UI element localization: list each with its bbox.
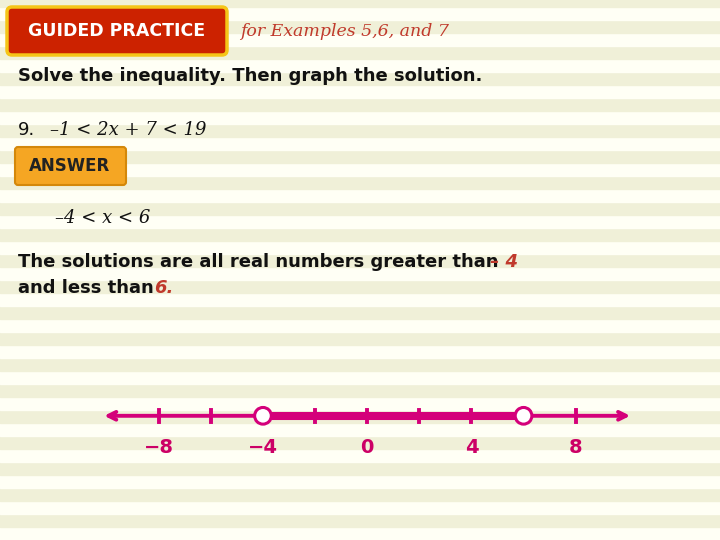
Text: for Examples 5,6, and 7: for Examples 5,6, and 7 (240, 23, 449, 39)
Bar (0, 280, 720, 293)
Text: 8: 8 (569, 438, 582, 457)
Bar (0, 163, 720, 176)
Bar (0, 449, 720, 462)
Bar (0, 85, 720, 98)
Bar (0, 475, 720, 488)
Bar (0, 176, 720, 189)
Text: –1 < 2x + 7 < 19: –1 < 2x + 7 < 19 (50, 121, 207, 139)
Bar (0, 410, 720, 423)
Bar (0, 306, 720, 319)
Text: 0: 0 (361, 438, 374, 457)
FancyBboxPatch shape (15, 147, 126, 185)
Bar (0, 228, 720, 241)
Bar (0, 397, 720, 410)
Bar (0, 20, 720, 33)
Bar (0, 514, 720, 527)
Text: 6.: 6. (154, 279, 174, 297)
Bar (0, 371, 720, 384)
Text: – 4: – 4 (484, 253, 518, 271)
Text: 4: 4 (464, 438, 478, 457)
Text: GUIDED PRACTICE: GUIDED PRACTICE (28, 22, 206, 40)
Bar (0, 332, 720, 345)
Bar (0, 33, 720, 46)
Bar (0, 202, 720, 215)
Bar (0, 150, 720, 163)
Bar (0, 462, 720, 475)
Text: and less than: and less than (18, 279, 160, 297)
Bar (0, 254, 720, 267)
Text: −8: −8 (144, 438, 174, 457)
FancyBboxPatch shape (7, 7, 227, 55)
Bar (0, 189, 720, 202)
Bar (0, 345, 720, 358)
Bar (0, 423, 720, 436)
Bar (0, 384, 720, 397)
Bar (0, 72, 720, 85)
Bar (0, 436, 720, 449)
Bar (0, 319, 720, 332)
Bar (0, 111, 720, 124)
Bar (0, 293, 720, 306)
Bar (0, 527, 720, 540)
Circle shape (516, 408, 532, 424)
Text: −4: −4 (248, 438, 278, 457)
Bar (0, 215, 720, 228)
Text: Solve the inequality. Then graph the solution.: Solve the inequality. Then graph the sol… (18, 67, 482, 85)
Text: ANSWER: ANSWER (30, 157, 111, 175)
Bar (0, 358, 720, 371)
Bar (0, 501, 720, 514)
Circle shape (255, 408, 271, 424)
Bar (0, 98, 720, 111)
Bar (0, 46, 720, 59)
Text: 9.: 9. (18, 121, 35, 139)
Text: The solutions are all real numbers greater than: The solutions are all real numbers great… (18, 253, 498, 271)
Bar (0, 7, 720, 20)
Text: –4 < x < 6: –4 < x < 6 (55, 209, 150, 227)
Bar (0, 124, 720, 137)
Bar (0, 488, 720, 501)
Bar (0, 241, 720, 254)
Bar (0, 267, 720, 280)
Bar (0, 0, 720, 7)
Bar (0, 59, 720, 72)
Bar (0, 137, 720, 150)
